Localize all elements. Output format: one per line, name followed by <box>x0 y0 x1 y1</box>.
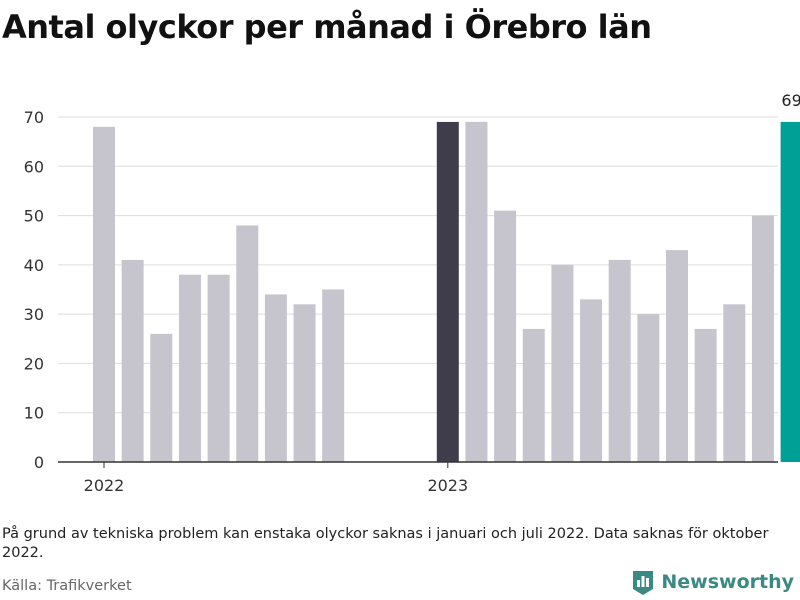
y-tick-label: 60 <box>24 157 44 176</box>
bar-2022-09 <box>322 289 345 462</box>
y-tick-label: 0 <box>34 453 44 472</box>
y-tick-label: 50 <box>24 207 44 226</box>
bar-2022-02 <box>121 259 144 462</box>
bar-2022-05 <box>207 274 230 462</box>
chart-note: På grund av tekniska problem kan enstaka… <box>2 526 769 561</box>
bar-2023-05 <box>551 264 574 462</box>
bar-2023-09 <box>666 250 688 462</box>
bar-2023-02 <box>465 121 488 462</box>
x-tick-label: 2023 <box>427 476 468 495</box>
bar-2023-01 <box>436 121 459 462</box>
bar-2022-01 <box>93 126 115 462</box>
data-label: 69 <box>781 91 800 110</box>
y-tick-label: 10 <box>24 404 44 423</box>
bar-2024-01 <box>780 121 800 462</box>
bar-2023-06 <box>580 299 603 462</box>
chart-title: Antal olyckor per månad i Örebro län <box>2 8 652 46</box>
brand-logo[interactable]: Newsworthy <box>631 569 794 595</box>
bar-2022-04 <box>178 274 201 462</box>
bar-2022-08 <box>293 304 316 462</box>
bar-2023-03 <box>494 210 517 462</box>
bar-2022-07 <box>264 294 287 462</box>
y-tick-label: 70 <box>24 108 44 127</box>
bar-chart: 0 10 20 30 40 50 60 70 69 2022 2023 <box>24 91 800 495</box>
bar-2023-08 <box>637 314 660 462</box>
x-tick-label: 2022 <box>84 476 125 495</box>
bar-2022-03 <box>150 333 173 462</box>
bar-2023-12 <box>751 215 774 462</box>
chart-source: Källa: Trafikverket <box>2 578 132 594</box>
bar-2022-06 <box>236 225 259 462</box>
brand-name: Newsworthy <box>661 571 794 593</box>
bar-chart-logo-icon <box>633 571 654 595</box>
y-tick-label: 20 <box>24 354 44 373</box>
y-tick-label: 30 <box>24 305 44 324</box>
bar-2023-11 <box>723 304 746 462</box>
y-tick-label: 40 <box>24 256 44 275</box>
bar-2023-10 <box>694 328 717 462</box>
bar-2023-07 <box>608 259 631 462</box>
bar-2023-04 <box>522 328 545 462</box>
